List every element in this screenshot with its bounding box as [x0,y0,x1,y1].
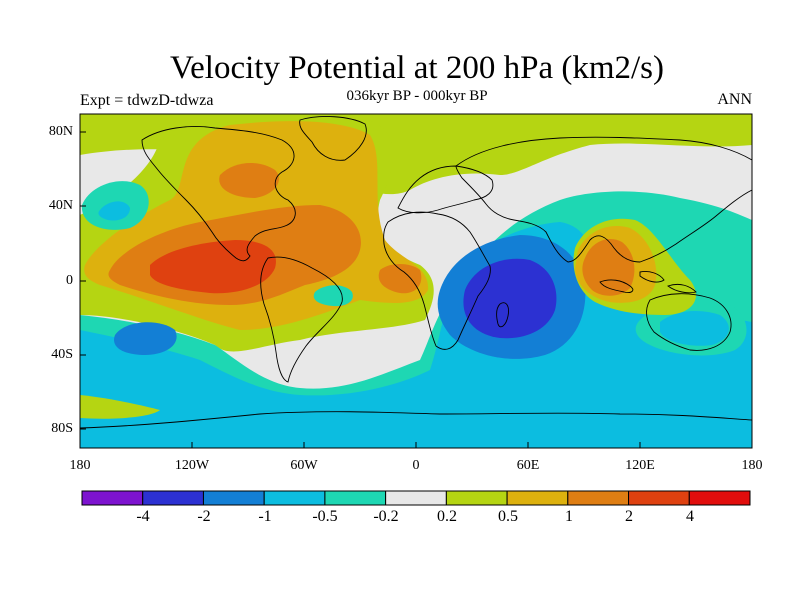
x-tick-label-120e: 120E [625,458,655,473]
coast-north-america [141,126,296,262]
colorbar-swatch [445,490,508,506]
colorbar-swatch [81,490,144,506]
coast-asia [455,136,752,263]
colorbar-swatch [567,490,630,506]
colorbar-label-2: -2 [197,508,211,525]
atlantic-positive-2 [378,264,422,294]
colorbar-swatch [688,490,751,506]
colorbar-label-7: 0.5 [498,508,518,525]
colorbar-swatch [628,490,690,506]
x-tick-label-180w: 180 [69,458,91,473]
coast-madagascar [496,302,509,328]
coast-greenland [299,116,367,161]
axis-ticks [79,131,753,448]
indian-ocean-negative-3 [463,258,557,339]
colorbar-label-3: -1 [258,508,272,525]
coast-antarctica [80,411,752,429]
colorbar-label-9: 2 [625,508,633,525]
coast-south-america [260,256,343,383]
colorbar-swatch [263,490,326,506]
coast-europe [397,165,494,214]
map-title: Velocity Potential at 200 hPa (km2/s) [169,50,665,86]
coast-africa [383,211,491,350]
colorbar [81,490,751,506]
colorbar-label-6: 0.2 [437,508,457,525]
north-pacific-negative-1 [98,201,130,221]
colorbar-swatch [506,490,569,506]
season-label: ANN [717,91,752,108]
y-tick-label-80s: 80S [51,421,73,436]
x-tick-label-60w: 60W [290,458,318,473]
colorbar-swatch [324,490,387,506]
colorbar-swatch [385,490,447,506]
velocity-potential-field [80,114,752,448]
y-tick-label-40n: 40N [48,198,73,213]
colorbar-swatch [202,490,265,506]
south-america-pocket-weak-neg [313,285,353,307]
colorbar-label-5: -0.2 [373,508,399,525]
australia-negative-1 [660,310,729,346]
colorbar-label-10: 4 [686,508,694,525]
colorbar-swatch [142,490,204,506]
x-tick-label-60e: 60E [516,458,540,473]
colorbar-label-8: 1 [565,508,573,525]
coastlines [80,116,752,429]
x-tick-label-180e: 180 [741,458,763,473]
south-pacific-negative-2 [114,322,177,355]
y-tick-label-80n: 80N [48,124,73,139]
coast-indonesia [599,271,697,294]
colorbar-label-1: -4 [136,508,150,525]
southern-high-lat-weak-positive [80,395,160,419]
americas-positive-3 [150,240,276,294]
north-america-positive-2 [219,163,279,198]
experiment-label: Expt = tdwzD-tdwza [80,92,214,109]
coast-australia [646,293,732,351]
y-tick-label-40s: 40S [51,347,73,362]
colorbar-label-4: -0.5 [312,508,338,525]
map-subtitle: 036kyr BP - 000kyr BP [346,88,488,104]
x-tick-label-120w: 120W [174,458,210,473]
y-tick-label-0: 0 [66,273,73,288]
x-tick-label-0: 0 [412,458,420,473]
